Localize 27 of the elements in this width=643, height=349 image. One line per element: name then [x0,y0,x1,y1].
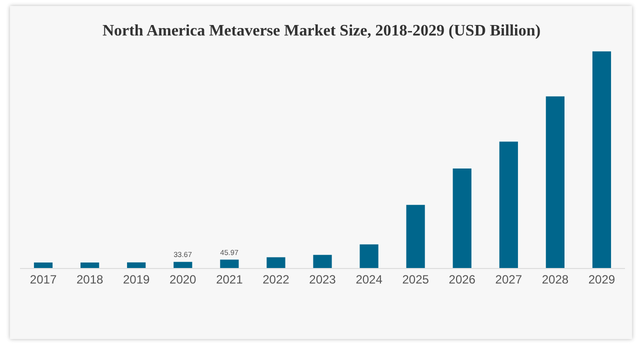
x-tick-label: 2026 [448,272,476,286]
x-tick-label: 2019 [123,272,150,286]
bar [174,262,192,268]
x-tick-label: 2028 [542,272,569,286]
bar [80,262,100,268]
x-tick-label: 2025 [402,272,430,286]
bar [406,204,425,268]
chart-title: North America Metaverse Market Size, 2018-2029 (USD Billion) [102,22,541,40]
bar [313,254,332,268]
x-tick-label: 2023 [309,272,336,286]
x-tick-label: 2020 [170,272,197,286]
x-tick-label: 2024 [356,272,383,286]
x-tick-label: 2021 [216,272,244,286]
bar [546,96,564,268]
x-tick-label: 2027 [495,272,522,286]
bar [592,51,612,268]
bar [34,262,53,268]
bar [452,168,472,268]
bar [220,260,239,268]
x-tick-label: 2022 [262,272,290,286]
x-tick-label: 2018 [76,272,104,286]
bar [360,244,378,268]
bar [266,257,286,268]
bar [127,262,146,268]
bar [499,142,518,268]
x-tick-label: 2029 [588,272,616,286]
x-tick-label: 2017 [30,272,57,286]
